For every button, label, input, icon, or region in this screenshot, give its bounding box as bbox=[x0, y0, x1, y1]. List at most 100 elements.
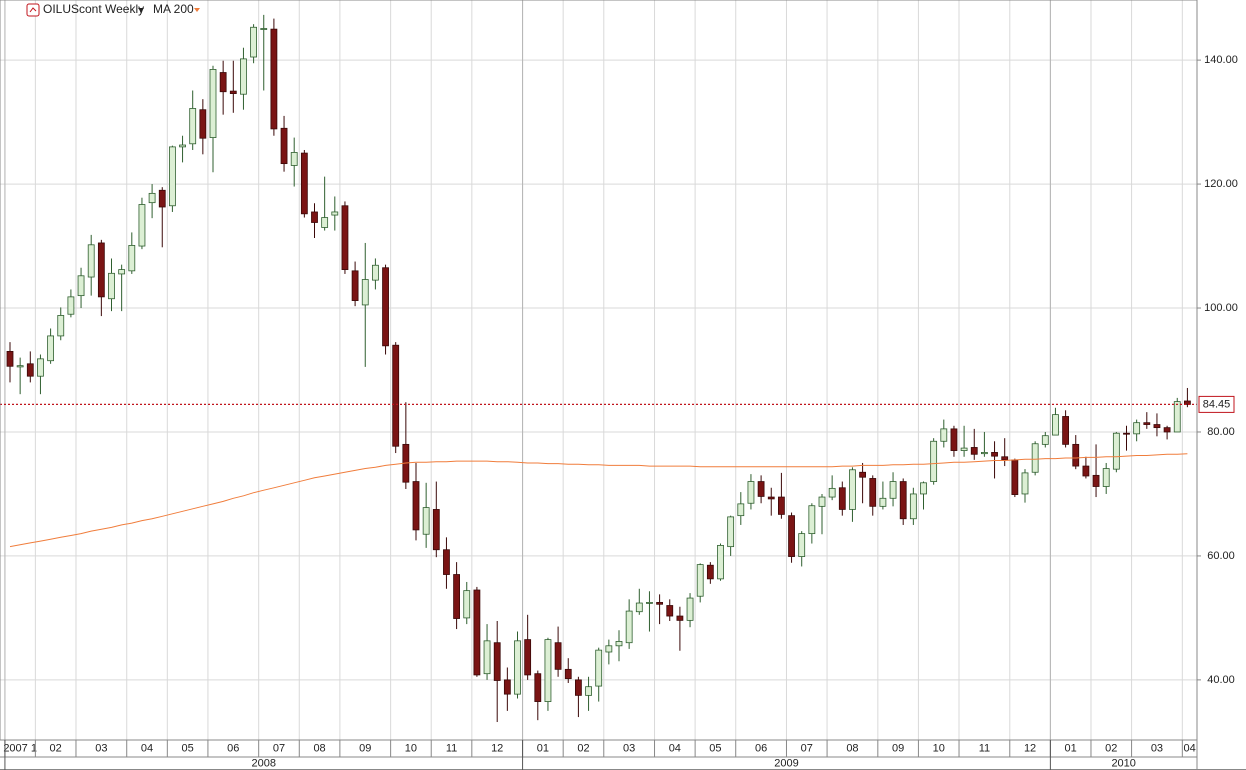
candle-body bbox=[503, 679, 511, 695]
x-tick-label: 04 bbox=[669, 742, 681, 754]
candle-body bbox=[16, 365, 24, 368]
candle-body bbox=[26, 363, 34, 377]
candle-body bbox=[97, 242, 105, 298]
candle-body bbox=[737, 503, 745, 517]
candle-body bbox=[930, 440, 938, 482]
candle-body bbox=[219, 72, 227, 93]
candle-body bbox=[87, 244, 95, 278]
year-label: 2008 bbox=[252, 757, 276, 769]
x-tick-label: 05 bbox=[709, 742, 721, 754]
candle-body bbox=[1112, 432, 1120, 470]
candle-body bbox=[788, 515, 795, 557]
candle-body bbox=[727, 516, 735, 548]
symbol-icon bbox=[26, 3, 40, 17]
candle-body bbox=[757, 481, 765, 497]
candle-body bbox=[179, 144, 186, 148]
candle-body bbox=[615, 641, 623, 647]
candle-body bbox=[371, 264, 379, 281]
y-tick-label: 100.00 bbox=[1204, 302, 1238, 314]
candle-body bbox=[1062, 416, 1069, 445]
x-tick-label: 08 bbox=[846, 742, 858, 754]
candle-body bbox=[676, 615, 684, 621]
candle-body bbox=[128, 245, 136, 272]
candle-body bbox=[270, 28, 278, 130]
candle-body bbox=[1072, 443, 1080, 467]
candle-body bbox=[524, 639, 532, 676]
x-tick-label: 01 bbox=[537, 742, 549, 754]
x-tick-label: 11 bbox=[446, 742, 457, 754]
x-tick-label: 12 bbox=[1024, 742, 1036, 754]
candle-body bbox=[148, 192, 156, 204]
ma-line bbox=[9, 453, 1188, 548]
legend-entry[interactable]: MA 200 bbox=[153, 2, 194, 16]
candle-body bbox=[605, 645, 613, 653]
candle-body bbox=[747, 481, 755, 504]
candle-body bbox=[443, 549, 450, 575]
candle-body bbox=[981, 452, 988, 455]
candle-body bbox=[879, 497, 887, 507]
last-price-box bbox=[1198, 395, 1235, 413]
candle-body bbox=[1082, 465, 1090, 477]
year-label: 2009 bbox=[774, 757, 798, 769]
candle-body bbox=[260, 28, 268, 30]
x-tick-label: 04 bbox=[141, 742, 153, 754]
candle-body bbox=[554, 642, 562, 670]
candle-body bbox=[625, 610, 633, 644]
candle-body bbox=[696, 564, 704, 597]
candle-body bbox=[686, 597, 694, 621]
x-tick-label: 01 bbox=[1065, 742, 1077, 754]
candle-body bbox=[341, 205, 349, 270]
candle-body bbox=[849, 469, 856, 510]
candle-body bbox=[1143, 422, 1151, 425]
candle-body bbox=[321, 217, 329, 228]
x-tick-label: 02 bbox=[577, 742, 589, 754]
candle-body bbox=[189, 108, 197, 145]
candle-body bbox=[138, 204, 146, 247]
candle-body bbox=[909, 493, 917, 520]
candle-body bbox=[1052, 414, 1059, 436]
candle-body bbox=[290, 152, 298, 166]
chart-title[interactable]: OILUScont Weekly bbox=[43, 2, 144, 16]
candle-body bbox=[280, 127, 288, 165]
x-tick-label: 11 bbox=[979, 742, 990, 754]
candle-body bbox=[168, 146, 176, 207]
x-tick-label: 2007 1 bbox=[3, 742, 37, 754]
dropdown-arrow[interactable] bbox=[194, 8, 200, 12]
dropdown-arrow[interactable] bbox=[138, 8, 144, 12]
candle-body bbox=[646, 602, 653, 604]
candle-body bbox=[767, 496, 775, 500]
candle-body bbox=[250, 26, 258, 58]
candle-body bbox=[1011, 459, 1019, 495]
candle-body bbox=[311, 211, 318, 223]
candle-body bbox=[158, 189, 166, 208]
x-tick-label: 08 bbox=[313, 742, 325, 754]
candle-body bbox=[991, 452, 998, 457]
candle-body bbox=[960, 447, 968, 451]
candle-body bbox=[412, 481, 420, 531]
x-tick-label: 09 bbox=[359, 742, 371, 754]
candle-body bbox=[940, 428, 948, 442]
x-tick-label: 02 bbox=[50, 742, 62, 754]
candle-body bbox=[229, 90, 237, 94]
candle-body bbox=[382, 267, 389, 347]
candle-body bbox=[361, 279, 369, 306]
plot bbox=[0, 14, 1197, 723]
candle-body bbox=[899, 481, 907, 520]
y-tick-label: 40.00 bbox=[1207, 674, 1235, 686]
candle-body bbox=[432, 509, 440, 551]
candle-body bbox=[77, 275, 85, 297]
x-tick-label: 10 bbox=[405, 742, 417, 754]
candle-body bbox=[1133, 422, 1141, 435]
x-tick-label: 07 bbox=[801, 742, 813, 754]
candle-body bbox=[392, 344, 400, 447]
candle-body bbox=[1184, 400, 1191, 405]
x-tick-label: 03 bbox=[1151, 742, 1163, 754]
candle-body bbox=[920, 482, 927, 495]
candle-body bbox=[818, 496, 826, 507]
candle-body bbox=[463, 590, 471, 619]
candle-body bbox=[300, 152, 308, 215]
x-tick-label: 07 bbox=[273, 742, 285, 754]
candle-body bbox=[869, 478, 877, 507]
x-tick-label: 09 bbox=[892, 742, 904, 754]
